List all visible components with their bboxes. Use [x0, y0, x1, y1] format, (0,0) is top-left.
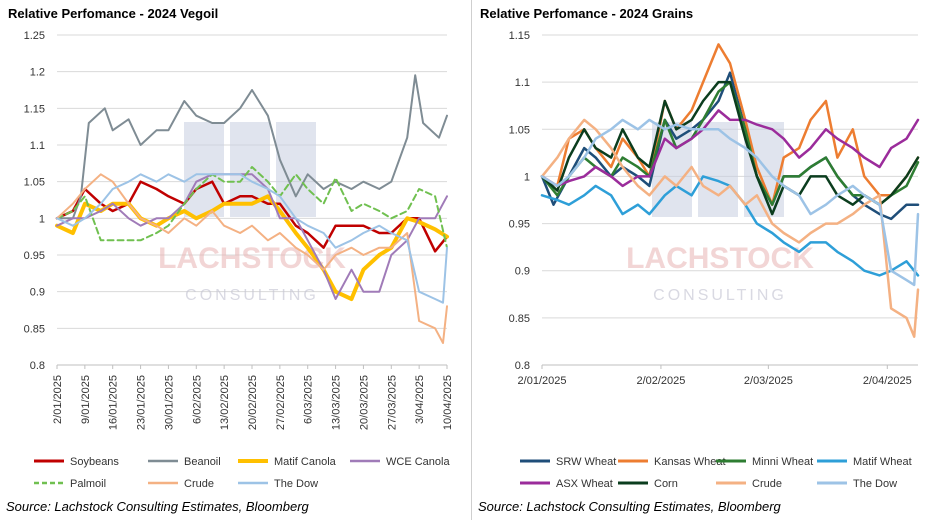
series-line-asx-wheat: [540, 109, 920, 188]
legend-label-matif-canola: Matif Canola: [274, 456, 337, 468]
vegoil-chart: 0.80.850.90.9511.051.11.151.21.25LACHSTO…: [24, 30, 454, 490]
y-tick-label: 1.15: [509, 30, 530, 42]
y-tick-label: 1.05: [509, 124, 530, 136]
series-line-palmoil: [56, 166, 448, 249]
watermark-wheat-icon: [698, 122, 738, 217]
y-tick-label: 1.05: [24, 177, 45, 189]
grains-chart-title: Relative Perfomance - 2024 Grains: [480, 6, 694, 21]
x-tick-label: 27/03/2025: [386, 375, 398, 430]
y-tick-label: 0.95: [24, 250, 45, 262]
legend-label-matif-wheat: Matif Wheat: [853, 456, 912, 468]
grains-source-note: Source: Lachstock Consulting Estimates, …: [478, 499, 781, 514]
series-line-beanoil: [56, 74, 448, 220]
y-tick-label: 1: [39, 213, 45, 225]
legend-label-srw-wheat: SRW Wheat: [556, 456, 616, 468]
x-tick-label: 27/02/2025: [275, 375, 287, 430]
x-tick-label: 20/03/2025: [358, 375, 370, 430]
series-line-the-dow: [56, 173, 448, 304]
series-line-crude: [540, 118, 920, 338]
series-line-the-dow: [540, 118, 920, 287]
watermark-line2: CONSULTING: [653, 287, 787, 304]
y-tick-label: 1.15: [24, 103, 45, 115]
x-tick-label: 6/03/2025: [303, 375, 315, 424]
x-tick-label: 2/01/2025: [518, 375, 567, 387]
x-tick-label: 20/02/2025: [247, 375, 259, 430]
grains-chart: 0.8 0.85 0.9 0.95 1 1.05 1.1 1.15 LACHSTOCK CONSU…: [509, 30, 920, 490]
legend-label-asx-wheat: ASX Wheat: [556, 478, 613, 490]
y-tick-label: 0.95: [509, 219, 530, 231]
x-tick-label: 2/03/2025: [744, 375, 793, 387]
legend-label-palmoil: Palmoil: [70, 478, 106, 490]
series-line-soybeans: [55, 180, 449, 253]
legend-label-the-dow: The Dow: [853, 478, 897, 490]
x-tick-label: 13/03/2025: [331, 375, 343, 430]
y-tick-label: 1: [524, 171, 530, 183]
legend-label-crude: Crude: [184, 478, 214, 490]
y-tick-label: 0.85: [24, 323, 45, 335]
legend-label-wce-canola: WCE Canola: [386, 456, 450, 468]
grains-chart-panel: 0.8 0.85 0.9 0.95 1 1.05 1.1 1.15 LACHSTOCK CONSU…: [472, 0, 944, 520]
y-tick-label: 1.1: [515, 77, 530, 89]
y-tick-label: 0.9: [30, 287, 45, 299]
x-tick-label: 6/02/2025: [191, 375, 203, 424]
legend-label-the-dow: The Dow: [274, 478, 318, 490]
x-tick-label: 30/01/2025: [163, 375, 175, 430]
y-tick-label: 0.8: [515, 360, 530, 372]
watermark-line1: LACHSTOCK: [626, 242, 814, 275]
y-tick-label: 1.2: [30, 67, 45, 79]
watermark-line2: CONSULTING: [185, 287, 319, 304]
legend-label-minni-wheat: Minni Wheat: [752, 456, 813, 468]
x-tick-label: 2/01/2025: [52, 375, 64, 424]
vegoil-chart-panel: 0.8 0.85 0.9 0.95 1 1.05 1.1 1.15 1.2 1.25 LACHSTO…: [6, 0, 472, 520]
x-tick-label: 23/01/2025: [136, 375, 148, 430]
vegoil-source-note: Source: Lachstock Consulting Estimates, …: [6, 499, 309, 514]
x-tick-label: 10/04/2025: [442, 375, 454, 430]
series-line-crude: [56, 173, 448, 344]
legend-label-soybeans: Soybeans: [70, 456, 119, 468]
series-line-corn: [540, 80, 920, 216]
y-tick-label: 1.25: [24, 30, 45, 42]
x-tick-label: 16/01/2025: [108, 375, 120, 430]
watermark-wheat-icon: [276, 122, 316, 217]
legend-label-beanoil: Beanoil: [184, 456, 221, 468]
x-tick-label: 9/01/2025: [80, 375, 92, 424]
series-line-srw-wheat: [540, 71, 920, 221]
y-tick-label: 0.9: [515, 266, 530, 278]
series-line-wce-canola: [56, 173, 448, 300]
watermark-logo: [184, 122, 316, 217]
legend-label-kansas-wheat: Kansas Wheat: [654, 456, 726, 468]
y-tick-label: 0.8: [30, 360, 45, 372]
series-line-kansas-wheat: [540, 43, 920, 206]
legend-label-crude: Crude: [752, 478, 782, 490]
legend-label-corn: Corn: [654, 478, 678, 490]
x-tick-label: 2/02/2025: [636, 375, 685, 387]
y-tick-label: 0.85: [509, 313, 530, 325]
y-tick-label: 1.1: [30, 140, 45, 152]
x-tick-label: 2/04/2025: [863, 375, 912, 387]
series-line-matif-canola: [55, 194, 449, 301]
vegoil-chart-title: Relative Perfomance - 2024 Vegoil: [8, 6, 219, 21]
x-tick-label: 13/02/2025: [219, 375, 231, 430]
x-tick-label: 3/04/2025: [414, 375, 426, 424]
watermark-wheat-icon: [184, 122, 224, 217]
